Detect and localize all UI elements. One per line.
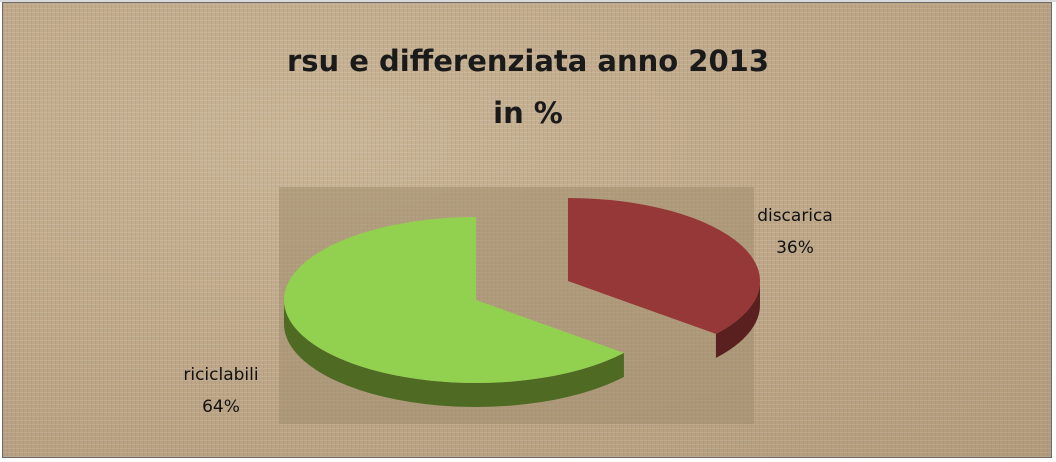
pie-slice-side-discarica bbox=[715, 281, 760, 358]
data-label-name-discarica: discarica bbox=[757, 206, 833, 226]
data-label-name-riciclabili: riciclabili bbox=[183, 365, 258, 385]
chart-title-line2: in % bbox=[493, 96, 563, 130]
pie-chart: discarica 36% riciclabili 64% bbox=[183, 187, 833, 424]
chart-title-line1: rsu e differenziata anno 2013 bbox=[286, 44, 770, 78]
pie-slice-side-riciclabili bbox=[284, 300, 624, 408]
data-label-value-riciclabili: 64% bbox=[202, 397, 240, 417]
pie-sides bbox=[284, 281, 760, 408]
data-label-value-discarica: 36% bbox=[776, 238, 814, 258]
pie-slice-riciclabili bbox=[283, 216, 624, 383]
pie-slice-discarica bbox=[568, 198, 760, 334]
window-top-strip bbox=[0, 0, 1056, 2]
chart-title: rsu e differenziata anno 2013 in % bbox=[3, 35, 1051, 139]
pie-tops bbox=[283, 198, 760, 383]
pie-labels: discarica 36% riciclabili 64% bbox=[183, 206, 832, 417]
